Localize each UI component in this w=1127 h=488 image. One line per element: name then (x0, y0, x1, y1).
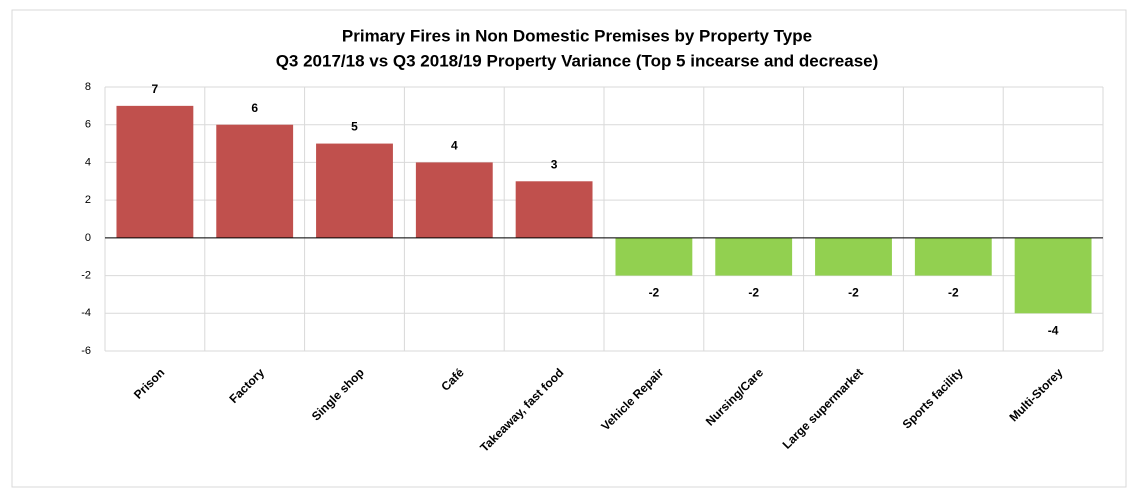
bar (116, 105, 194, 238)
y-tick-label: 0 (85, 232, 91, 244)
y-tick-label: 6 (85, 119, 91, 131)
value-label: -2 (948, 286, 959, 300)
y-tick-label: -2 (81, 269, 91, 281)
y-tick-label: -4 (81, 307, 91, 319)
bar (415, 162, 493, 238)
value-label: -4 (1048, 323, 1059, 337)
value-label: -2 (848, 286, 859, 300)
value-label: -2 (748, 286, 759, 300)
y-tick-label: 2 (85, 194, 91, 206)
value-label: 7 (152, 82, 159, 96)
value-label: 3 (551, 157, 558, 171)
bar (515, 181, 593, 238)
bar (1014, 237, 1092, 314)
value-label: -2 (649, 286, 660, 300)
y-tick-label: 4 (85, 156, 91, 168)
y-tick-label: 8 (85, 81, 91, 93)
value-label: 6 (251, 101, 258, 115)
bar (715, 237, 793, 276)
bar (914, 237, 992, 276)
chart-title: Primary Fires in Non Domestic Premises b… (342, 26, 812, 45)
value-label: 4 (451, 139, 458, 153)
bar (815, 237, 892, 276)
value-label: 5 (351, 120, 358, 134)
y-tick-label: -6 (81, 345, 91, 357)
bar (216, 124, 294, 238)
chart-subtitle: Q3 2017/18 vs Q3 2018/19 Property Varian… (276, 51, 879, 70)
bar (316, 143, 393, 238)
bar (615, 237, 693, 276)
